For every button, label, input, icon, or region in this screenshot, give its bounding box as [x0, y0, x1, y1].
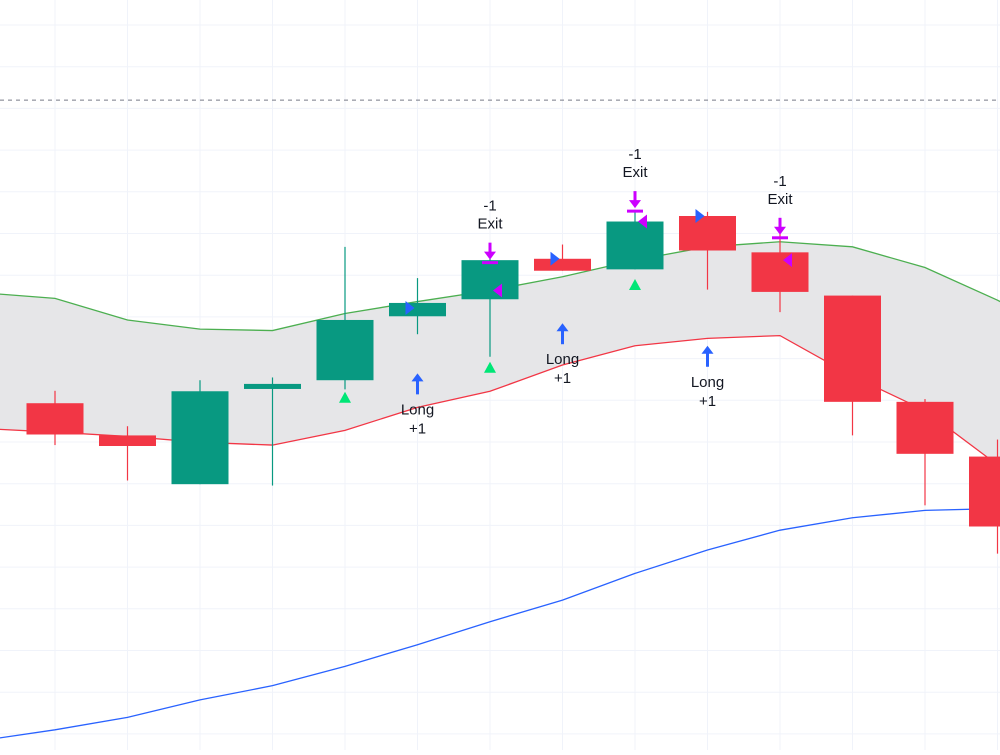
candle-body [244, 384, 301, 389]
candle-body [462, 260, 519, 299]
candle [897, 399, 954, 505]
long-ma-line [0, 509, 1000, 741]
candle-body [607, 222, 664, 270]
long-entry-label: Long [691, 374, 724, 391]
candle-body [969, 457, 1000, 527]
exit-label: Exit [767, 191, 793, 208]
long-entry-qty: +1 [699, 393, 716, 410]
candle [607, 210, 664, 269]
candle [824, 296, 881, 436]
long-entry-label: Long [401, 401, 434, 418]
candle-body [679, 216, 736, 251]
exit-qty: -1 [628, 146, 641, 163]
long-entry-qty: +1 [409, 420, 426, 437]
candle-body [27, 403, 84, 434]
candle-body [389, 303, 446, 316]
candle-body [897, 402, 954, 454]
candle-body [534, 259, 591, 271]
exit-qty: -1 [773, 173, 786, 190]
candle-body [99, 435, 156, 446]
candle [969, 440, 1000, 554]
exit-label: Exit [622, 164, 648, 181]
exit-label: Exit [477, 216, 503, 233]
candle-body [317, 320, 374, 380]
arrow-head-icon [484, 252, 496, 260]
candle [172, 380, 229, 484]
candle-body [172, 391, 229, 484]
candle-body [824, 296, 881, 402]
arrow-head-icon [629, 200, 641, 208]
long-entry-qty: +1 [554, 370, 571, 387]
long-entry-label: Long [546, 351, 579, 368]
candle [534, 245, 591, 271]
exit-qty: -1 [483, 198, 496, 215]
candle-body [752, 252, 809, 292]
arrow-head-icon [702, 346, 714, 354]
